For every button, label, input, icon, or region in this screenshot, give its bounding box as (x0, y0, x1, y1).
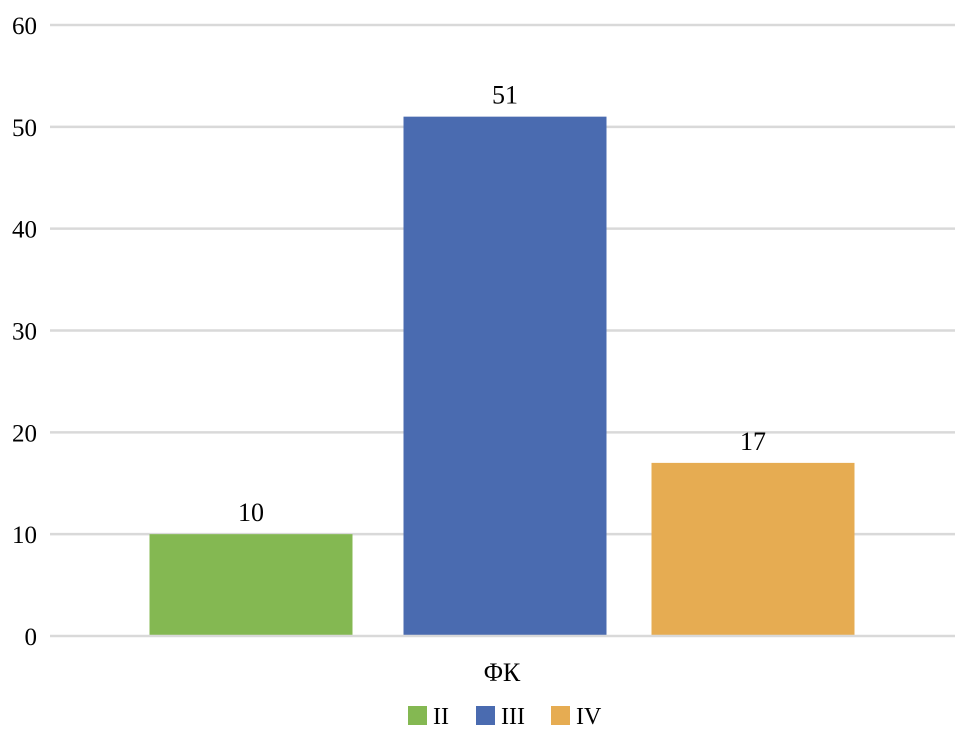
y-tick-label: 30 (12, 319, 37, 346)
bars (149, 116, 855, 636)
y-axis-tick-labels: 0 10 20 30 40 50 60 (12, 13, 37, 651)
y-tick-label: 0 (25, 624, 38, 651)
bar-iii (403, 116, 607, 636)
legend-swatch-ii (408, 706, 427, 725)
bar-iv (651, 462, 855, 636)
y-tick-label: 60 (12, 13, 37, 40)
legend: II III IV (408, 704, 602, 730)
y-tick-label: 50 (12, 115, 37, 142)
data-labels: 10 51 17 (238, 81, 766, 528)
legend-label-ii: II (433, 704, 449, 730)
legend-swatch-iv (551, 706, 570, 725)
bar-ii (149, 534, 353, 636)
x-axis: ΦК (50, 634, 955, 687)
legend-swatch-iii (476, 706, 495, 725)
y-tick-label: 10 (12, 522, 37, 549)
y-tick-label: 40 (12, 217, 37, 244)
data-label: 10 (238, 498, 264, 527)
y-tick-label: 20 (12, 420, 37, 447)
x-category-label: ΦК (484, 658, 521, 687)
legend-label-iii: III (501, 704, 525, 730)
legend-label-iv: IV (576, 704, 602, 730)
data-label: 17 (740, 427, 766, 456)
data-label: 51 (492, 81, 518, 110)
